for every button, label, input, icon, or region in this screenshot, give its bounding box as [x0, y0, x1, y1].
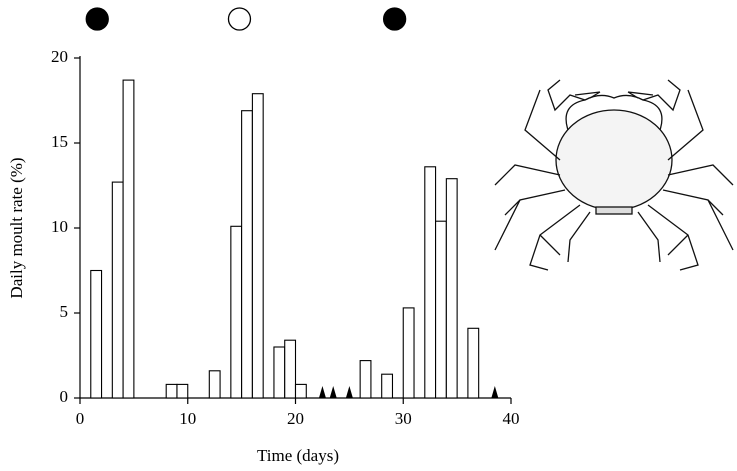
y-tick-label: 20 [51, 47, 68, 66]
bar [251, 93, 264, 399]
bar [424, 166, 437, 399]
bar [176, 383, 189, 399]
bar [90, 269, 103, 399]
y-axis-label: Daily moult rate (%) [7, 157, 26, 298]
y-tick-label: 0 [60, 387, 69, 406]
bar [381, 373, 394, 399]
bar [445, 178, 458, 399]
x-tick-label: 0 [76, 409, 85, 428]
bar [402, 307, 415, 399]
moon-phase [227, 7, 252, 31]
crab-illustration [494, 79, 734, 271]
bar [284, 339, 297, 399]
bar [230, 225, 243, 399]
y-tick-label: 15 [51, 132, 68, 151]
moon-phase [382, 7, 407, 31]
x-tick-label: 30 [395, 409, 412, 428]
bar [165, 383, 178, 399]
bar [241, 110, 253, 399]
event-marker [345, 386, 353, 398]
bar [359, 360, 372, 399]
x-tick-label: 20 [287, 409, 304, 428]
x-axis-label: Time (days) [257, 446, 339, 465]
bar [273, 346, 286, 399]
bar [435, 220, 447, 399]
event-marker [491, 386, 499, 398]
bar [467, 327, 480, 399]
bar [294, 383, 307, 399]
moon-phase [85, 7, 109, 31]
bar [122, 79, 135, 399]
event-marker [318, 386, 326, 398]
event-marker [329, 386, 337, 398]
y-tick-label: 10 [51, 217, 68, 236]
bar [208, 370, 221, 399]
x-tick-label: 40 [503, 409, 520, 428]
x-tick-label: 10 [179, 409, 196, 428]
y-tick-label: 5 [60, 302, 69, 321]
bar [111, 181, 124, 399]
